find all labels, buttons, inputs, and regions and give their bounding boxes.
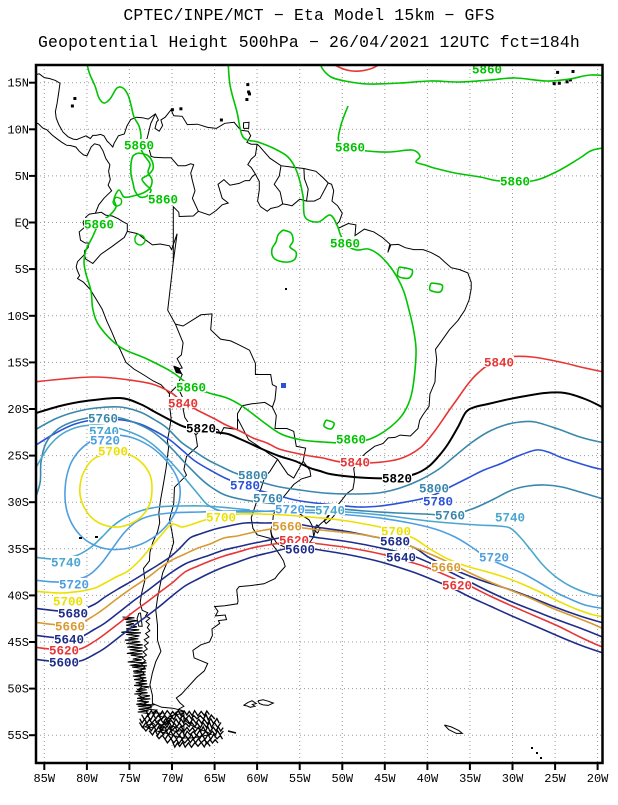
svg-text:80W: 80W bbox=[76, 772, 98, 786]
svg-text:45W: 45W bbox=[374, 772, 396, 786]
svg-text:30S: 30S bbox=[7, 496, 29, 510]
svg-text:5840: 5840 bbox=[484, 357, 514, 371]
svg-text:5860: 5860 bbox=[330, 238, 360, 252]
svg-text:5700: 5700 bbox=[53, 596, 83, 610]
svg-text:5720: 5720 bbox=[59, 579, 89, 593]
svg-text:5620: 5620 bbox=[49, 645, 79, 659]
svg-text:15N: 15N bbox=[7, 77, 29, 91]
svg-text:5620: 5620 bbox=[442, 580, 472, 594]
svg-text:5660: 5660 bbox=[55, 621, 85, 635]
svg-text:65W: 65W bbox=[204, 772, 226, 786]
svg-text:5860: 5860 bbox=[84, 219, 114, 233]
svg-text:5780: 5780 bbox=[230, 480, 260, 494]
svg-text:30W: 30W bbox=[502, 772, 524, 786]
svg-text:5820: 5820 bbox=[382, 473, 412, 487]
svg-text:5780: 5780 bbox=[423, 496, 453, 510]
svg-text:5N: 5N bbox=[15, 170, 29, 184]
svg-text:35S: 35S bbox=[7, 543, 29, 557]
svg-text:85W: 85W bbox=[33, 772, 55, 786]
svg-text:5740: 5740 bbox=[495, 512, 525, 526]
svg-text:Geopotential Height 500hPa − 2: Geopotential Height 500hPa − 26/04/2021 … bbox=[38, 33, 580, 52]
svg-text:EQ: EQ bbox=[15, 217, 29, 231]
svg-text:40S: 40S bbox=[7, 589, 29, 603]
svg-text:20W: 20W bbox=[587, 772, 609, 786]
svg-text:5860: 5860 bbox=[335, 142, 365, 156]
svg-text:5600: 5600 bbox=[49, 657, 79, 671]
svg-text:5720: 5720 bbox=[479, 552, 509, 566]
svg-text:35W: 35W bbox=[459, 772, 481, 786]
svg-text:5660: 5660 bbox=[431, 562, 461, 576]
svg-text:5840: 5840 bbox=[168, 398, 198, 412]
svg-text:10N: 10N bbox=[7, 123, 29, 137]
svg-text:45S: 45S bbox=[7, 636, 29, 650]
svg-text:70W: 70W bbox=[161, 772, 183, 786]
svg-text:5760: 5760 bbox=[435, 510, 465, 524]
svg-text:5700: 5700 bbox=[98, 446, 128, 460]
svg-text:15S: 15S bbox=[7, 356, 29, 370]
svg-text:CPTEC/INPE/MCT − Eta Model 15: CPTEC/INPE/MCT − Eta Model 15km − GFS bbox=[123, 6, 494, 25]
svg-text:5700: 5700 bbox=[206, 512, 236, 526]
svg-text:50W: 50W bbox=[331, 772, 353, 786]
svg-text:60W: 60W bbox=[246, 772, 268, 786]
svg-text:5860: 5860 bbox=[336, 434, 366, 448]
svg-text:5840: 5840 bbox=[340, 457, 370, 471]
svg-text:5820: 5820 bbox=[186, 423, 216, 437]
svg-text:5860: 5860 bbox=[148, 194, 178, 208]
svg-text:50S: 50S bbox=[7, 683, 29, 697]
svg-text:25W: 25W bbox=[544, 772, 566, 786]
svg-text:20S: 20S bbox=[7, 403, 29, 417]
svg-text:5660: 5660 bbox=[272, 521, 302, 535]
svg-text:25S: 25S bbox=[7, 450, 29, 464]
svg-text:5860: 5860 bbox=[124, 140, 154, 154]
svg-text:10S: 10S bbox=[7, 310, 29, 324]
svg-text:5760: 5760 bbox=[88, 413, 118, 427]
svg-text:5740: 5740 bbox=[51, 557, 81, 571]
svg-text:5S: 5S bbox=[15, 263, 29, 277]
svg-text:40W: 40W bbox=[417, 772, 439, 786]
svg-text:5680: 5680 bbox=[58, 608, 88, 622]
svg-text:55S: 55S bbox=[7, 729, 29, 743]
svg-text:5680: 5680 bbox=[380, 536, 410, 550]
svg-text:5740: 5740 bbox=[315, 505, 345, 519]
svg-text:5800: 5800 bbox=[419, 483, 449, 497]
svg-text:5860: 5860 bbox=[472, 64, 502, 78]
svg-text:5860: 5860 bbox=[176, 382, 206, 396]
svg-text:5600: 5600 bbox=[285, 544, 315, 558]
svg-text:75W: 75W bbox=[119, 772, 141, 786]
svg-text:5640: 5640 bbox=[386, 552, 416, 566]
svg-text:5860: 5860 bbox=[500, 176, 530, 190]
svg-text:5720: 5720 bbox=[275, 504, 305, 518]
svg-text:55W: 55W bbox=[289, 772, 311, 786]
